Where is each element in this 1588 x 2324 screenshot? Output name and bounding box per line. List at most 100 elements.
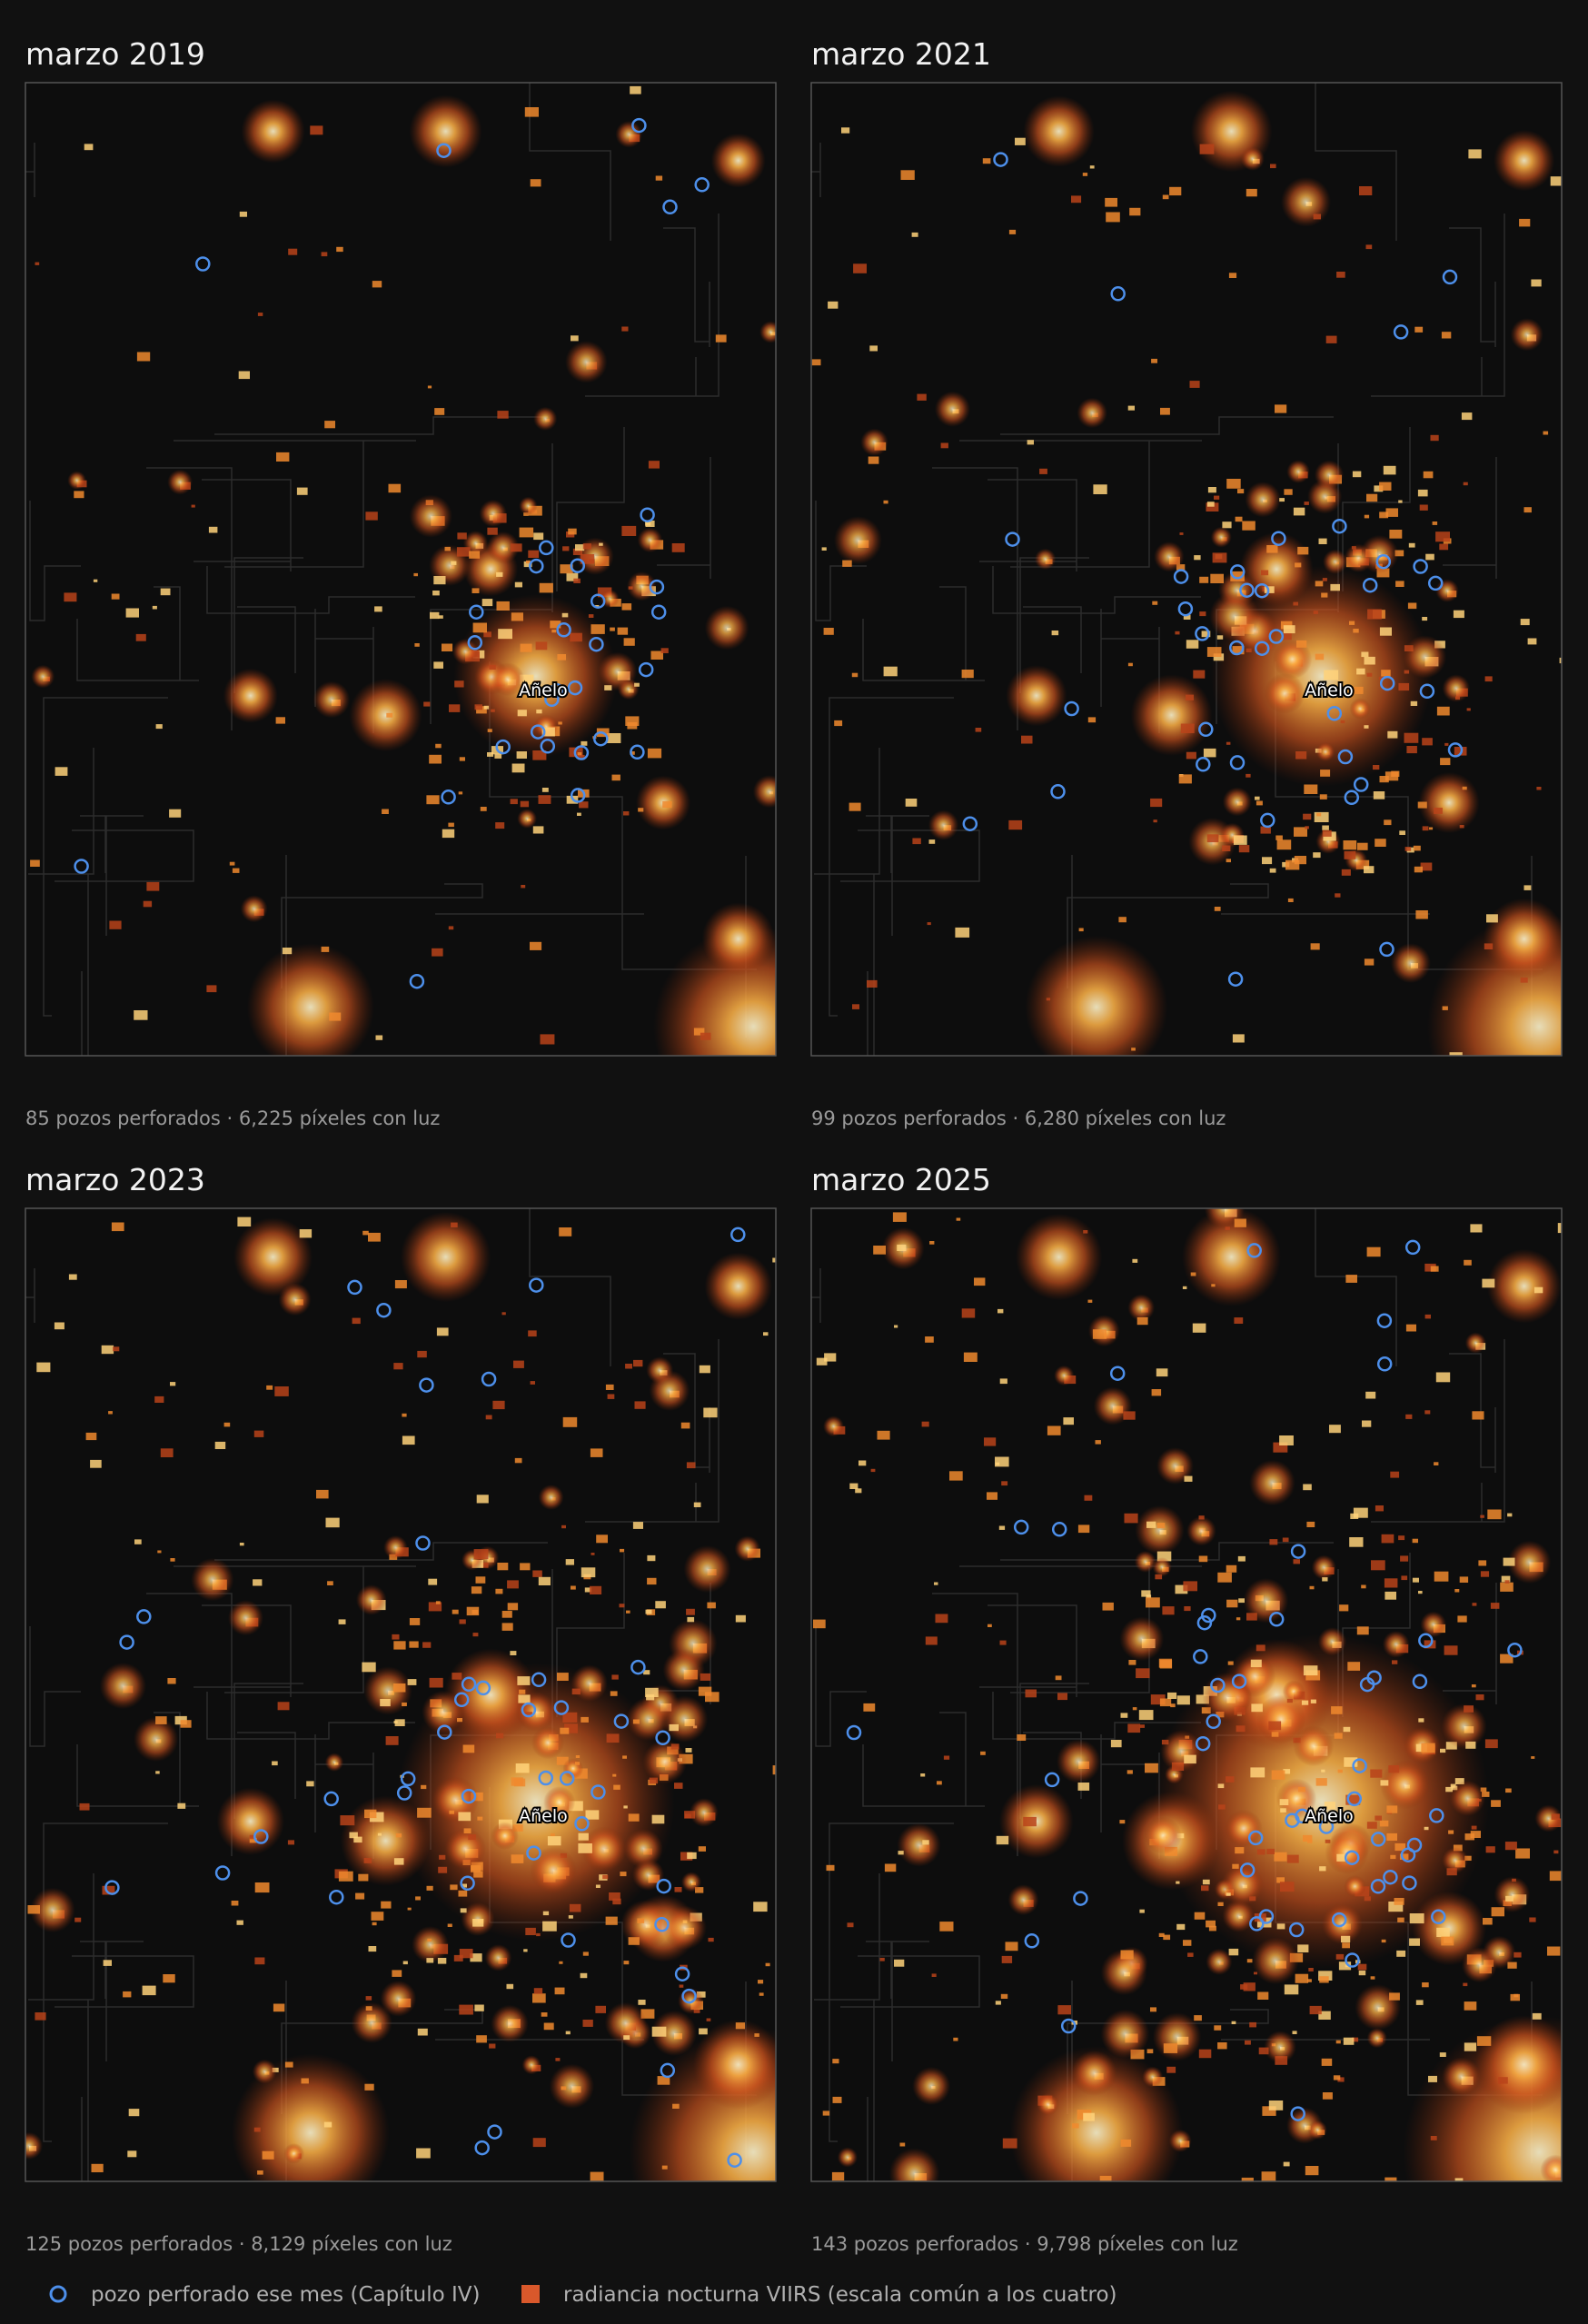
light-pixel xyxy=(897,1244,907,1251)
light-pixel xyxy=(811,359,821,366)
boundary xyxy=(281,883,483,988)
light-pixel xyxy=(492,1400,505,1410)
light-pixel xyxy=(1394,1898,1404,1905)
light-glow xyxy=(1034,548,1057,571)
light-pixel xyxy=(1414,866,1423,873)
light-pixel xyxy=(1262,2106,1276,2116)
light-pixel xyxy=(1192,1323,1206,1333)
well-marker xyxy=(1110,286,1126,302)
light-pixel xyxy=(1345,1275,1357,1283)
well-marker xyxy=(660,2062,676,2079)
light-glow xyxy=(31,664,55,689)
boundary xyxy=(811,143,821,197)
light-pixel xyxy=(206,985,217,993)
light-pixel xyxy=(1365,244,1373,250)
light-pixel xyxy=(434,408,445,415)
light-glow xyxy=(444,1828,487,1870)
light-glow xyxy=(1286,460,1310,483)
light-pixel xyxy=(371,1912,384,1921)
light-pixel xyxy=(155,1771,160,1774)
light-pixel xyxy=(1395,581,1404,587)
light-pixel xyxy=(1057,1693,1067,1701)
light-pixel xyxy=(956,1217,961,1221)
light-pixel xyxy=(1276,1923,1285,1930)
boundary xyxy=(233,557,303,693)
well-marker xyxy=(453,1692,470,1708)
light-pixel xyxy=(541,788,549,792)
light-glow xyxy=(1009,2046,1184,2181)
light-pixel xyxy=(1333,2075,1341,2081)
light-pixel xyxy=(1523,507,1532,513)
light-glow xyxy=(1494,130,1555,192)
light-pixel xyxy=(1279,1435,1294,1445)
boundary xyxy=(1315,83,1397,241)
light-pixel xyxy=(1293,601,1298,606)
light-glow xyxy=(704,605,749,651)
light-pixel xyxy=(439,1854,446,1860)
light-glow xyxy=(1317,1627,1347,1656)
light-pixel xyxy=(1404,732,1419,743)
light-pixel xyxy=(477,1816,483,1821)
light-pixel xyxy=(358,1873,369,1882)
light-glow xyxy=(1435,579,1459,602)
light-pixel xyxy=(1156,1551,1172,1562)
well-marker xyxy=(323,1791,339,1807)
light-pixel xyxy=(381,1901,392,1909)
light-pixel xyxy=(621,525,637,536)
light-pixel xyxy=(1296,640,1307,648)
light-pixel xyxy=(266,1385,273,1390)
light-glow xyxy=(571,1664,608,1702)
light-pixel xyxy=(934,1582,938,1585)
light-pixel xyxy=(1353,629,1359,633)
light-pixel xyxy=(1398,500,1403,503)
light-pixel xyxy=(236,1920,243,1925)
light-pixel xyxy=(1005,1942,1018,1952)
light-glow xyxy=(521,2055,541,2075)
light-pixel xyxy=(1235,1847,1245,1854)
light-pixel xyxy=(368,1946,377,1952)
light-pixel xyxy=(444,546,451,551)
boundary xyxy=(556,427,625,591)
well-marker xyxy=(531,1672,547,1688)
light-pixel xyxy=(1236,1725,1246,1733)
light-glow xyxy=(1382,1630,1410,1658)
light-pixel xyxy=(687,1616,695,1623)
light-pixel xyxy=(577,812,581,816)
light-pixel xyxy=(590,1448,603,1457)
map-background xyxy=(25,83,776,1056)
light-pixel xyxy=(813,1619,826,1629)
light-glow xyxy=(690,1798,719,1827)
light-glow xyxy=(412,1925,449,1963)
light-pixel xyxy=(1282,1537,1289,1543)
light-pixel xyxy=(1286,1854,1299,1863)
light-pixel xyxy=(1375,1505,1384,1512)
light-pixel xyxy=(462,1883,467,1888)
light-glow xyxy=(1344,543,1374,573)
light-pixel xyxy=(74,491,84,499)
light-pixel xyxy=(453,1954,463,1961)
light-pixel xyxy=(472,1919,484,1927)
light-pixel xyxy=(487,527,498,535)
light-pixel xyxy=(1095,1440,1101,1445)
boundary xyxy=(529,1208,611,1366)
light-pixel xyxy=(223,1422,231,1427)
light-pixel xyxy=(569,1801,583,1812)
light-pixel xyxy=(1129,207,1141,216)
light-pixel xyxy=(1435,531,1450,542)
light-pixel xyxy=(1550,176,1562,186)
well-marker xyxy=(1406,1837,1423,1853)
light-pixel xyxy=(671,543,685,552)
light-pixel xyxy=(1123,1411,1136,1420)
light-pixel xyxy=(859,1460,867,1466)
light-pixel xyxy=(1315,653,1325,660)
light-pixel xyxy=(1303,1665,1318,1676)
light-pixel xyxy=(975,728,982,732)
light-pixel xyxy=(883,500,888,504)
light-pixel xyxy=(1358,1970,1366,1976)
light-pixel xyxy=(613,1784,620,1790)
well-marker xyxy=(1352,1758,1367,1773)
light-pixel xyxy=(496,571,503,577)
light-pixel xyxy=(458,791,463,795)
light-pixel xyxy=(483,705,490,710)
light-pixel xyxy=(1453,610,1464,619)
